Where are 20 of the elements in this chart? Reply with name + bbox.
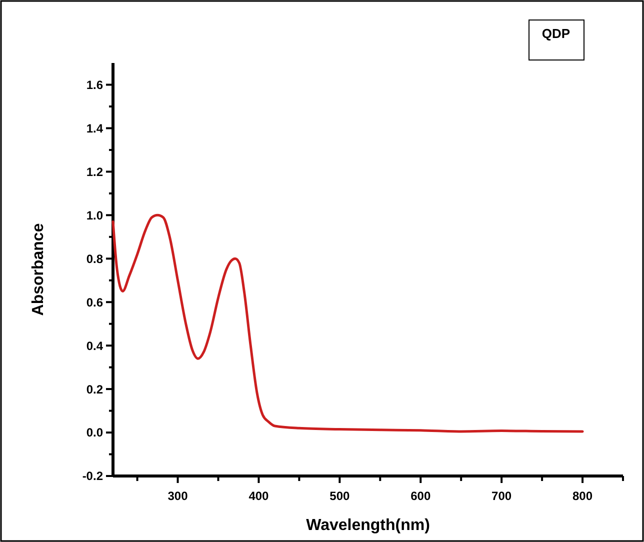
y-tick-label: 0.4 — [86, 338, 104, 353]
y-tick-label: 0.8 — [86, 252, 104, 266]
y-tick-label: 0.0 — [86, 426, 104, 440]
x-tick-label: 300 — [168, 489, 188, 503]
y-tick-label: 0.6 — [86, 295, 104, 310]
y-tick-label: -0.2 — [82, 469, 104, 484]
y-tick-label: 1.0 — [86, 208, 104, 222]
x-tick-label: 600 — [410, 489, 431, 503]
x-axis-title: Wavelength(nm) — [306, 517, 430, 534]
text: QDP — [542, 26, 570, 41]
y-tick-label: 1.4 — [86, 121, 104, 136]
x-tick-label: 500 — [330, 489, 350, 503]
x-tick-label: 800 — [572, 489, 593, 503]
y-tick-label: 1.2 — [86, 164, 104, 179]
y-tick-label: 1.6 — [86, 78, 104, 92]
y-tick-label: 0.2 — [86, 382, 104, 396]
y-axis-title: Absorbance — [30, 223, 47, 316]
line-series — [112, 214, 584, 433]
x-tick-label: 400 — [248, 489, 270, 503]
x-tick-label: 700 — [492, 489, 512, 503]
